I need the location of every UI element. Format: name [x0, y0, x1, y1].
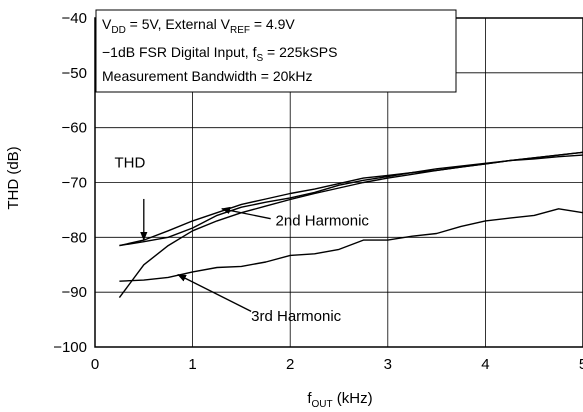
y-tick-label: −90 — [62, 284, 87, 301]
y-tick-label: −80 — [62, 229, 87, 246]
series-line-3rd-harmonic — [119, 208, 583, 282]
x-tick-label: 1 — [188, 356, 196, 373]
annotation-label-3rd-harmonic: 3rd Harmonic — [251, 308, 342, 325]
y-tick-label: −100 — [53, 339, 87, 356]
conditions-legend: VDD = 5V, External VREF = 4.9V −1dB FSR … — [95, 9, 457, 93]
x-tick-label: 0 — [91, 356, 99, 373]
y-tick-label: −40 — [62, 10, 87, 27]
annotation-arrow-3rd-harmonic — [177, 274, 252, 312]
y-axis-label: THD (dB) — [5, 146, 22, 209]
annotation-label-2nd-harmonic: 2nd Harmonic — [276, 212, 370, 229]
x-tick-label: 4 — [481, 356, 489, 373]
condition-line-1: VDD = 5V, External VREF = 4.9V — [102, 16, 295, 36]
y-tick-label: −50 — [62, 65, 87, 82]
conditions-box — [95, 9, 457, 93]
x-tick-label: 5 — [579, 356, 583, 373]
annotations: THD 2nd Harmonic 3rd Harmonic — [115, 155, 370, 326]
series-lines — [118, 151, 583, 299]
x-tick-label: 3 — [384, 356, 392, 373]
series-line-4 — [118, 151, 583, 299]
series-line-thd — [119, 151, 583, 247]
annotation-label-thd: THD — [115, 155, 146, 172]
y-tick-label: −70 — [62, 175, 87, 192]
x-axis-label: fOUT (kHz) — [307, 390, 372, 410]
condition-line-3: Measurement Bandwidth = 20kHz — [102, 68, 313, 84]
series-line-2nd-harmonic — [119, 154, 583, 247]
y-tick-label: −60 — [62, 120, 87, 137]
tick-labels: 0 1 2 3 4 5 −40 −50 −60 −70 −80 −90 −100 — [53, 10, 583, 373]
x-tick-label: 2 — [286, 356, 294, 373]
condition-line-2: −1dB FSR Digital Input, fS = 225kSPS — [102, 44, 337, 64]
annotation-arrow-2nd-harmonic — [220, 206, 271, 220]
